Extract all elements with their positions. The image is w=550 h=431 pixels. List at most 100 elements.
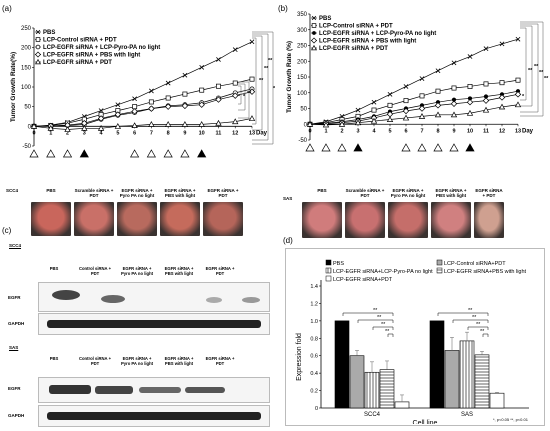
series-1 xyxy=(31,76,255,129)
series-line xyxy=(309,104,519,126)
panel-letter-b: (b) xyxy=(278,4,288,13)
data-point xyxy=(165,80,171,86)
series-line xyxy=(33,118,253,130)
sig-bracket xyxy=(252,31,274,145)
x-tick-label: 6 xyxy=(404,128,407,134)
data-point xyxy=(515,36,521,42)
significance-label: ** xyxy=(373,308,378,314)
data-point xyxy=(483,81,489,87)
bar xyxy=(474,354,490,409)
y-tick-label: 1.0 xyxy=(310,319,318,325)
treatment-triangle xyxy=(180,149,190,158)
y-tick-label: 350 xyxy=(297,12,308,18)
y-tick-label: 50 xyxy=(24,105,31,111)
x-tick-label: 3 xyxy=(356,128,359,134)
bar xyxy=(459,340,475,409)
tumor-photo: EGFR siRNA + Pyro PA no light xyxy=(117,188,157,236)
data-point xyxy=(306,120,314,127)
data-point xyxy=(387,102,393,108)
significance-label: * xyxy=(238,94,241,100)
data-point xyxy=(402,114,410,121)
legend-marker xyxy=(35,58,41,65)
y-axis-label: Tumor Growth Rate (%) xyxy=(286,41,293,113)
data-point xyxy=(114,111,122,118)
bar xyxy=(429,320,445,409)
sig-bracket xyxy=(252,37,257,125)
blot-lane-caption: EGFR siRNA + PBS with light xyxy=(164,266,194,276)
treatment-triangle xyxy=(29,149,39,158)
y-tick-label: 0 xyxy=(315,406,318,412)
x-tick-label: 0 xyxy=(308,128,311,134)
sig-bracket xyxy=(437,312,489,316)
blot-egfr-sas xyxy=(38,377,270,403)
data-point xyxy=(467,83,473,89)
x-tick-label: SCC4 xyxy=(364,412,381,418)
data-point xyxy=(467,96,473,101)
significance-label: ** xyxy=(264,66,269,72)
x-tick-label: 12 xyxy=(232,130,238,136)
data-point xyxy=(164,121,172,127)
data-point xyxy=(483,94,489,99)
data-point xyxy=(451,85,457,91)
data-point xyxy=(181,121,189,127)
data-point xyxy=(434,102,442,109)
sig-bracket xyxy=(238,83,246,111)
blot-gapdh-scc4 xyxy=(38,313,270,335)
significance-label: ** xyxy=(539,70,544,76)
series-line xyxy=(33,41,253,127)
data-point xyxy=(514,91,522,98)
data-point xyxy=(434,111,442,118)
y-tick-label: 150 xyxy=(21,65,32,71)
tumor-photo-image xyxy=(31,202,71,236)
blot-label-scc4: SCC4 xyxy=(9,243,22,248)
data-point xyxy=(499,80,505,86)
legend-marker xyxy=(311,23,317,28)
sig-bracket xyxy=(238,85,242,105)
sig-bracket xyxy=(238,81,250,119)
legend-marker xyxy=(311,15,317,21)
legend-entry: LCP-Control siRNA + PDT xyxy=(43,38,117,44)
significance-label: ** xyxy=(480,329,485,335)
sig-bracket xyxy=(357,319,394,323)
treatment-triangle xyxy=(353,143,363,152)
x-tick-label: 9 xyxy=(183,130,186,136)
y-tick-label: 250 xyxy=(21,26,32,32)
y-tick-label: 0.4 xyxy=(310,371,318,377)
data-point xyxy=(355,107,361,113)
data-point xyxy=(199,64,205,70)
x-tick-label: 11 xyxy=(216,130,222,136)
significance-label: ** xyxy=(377,315,382,321)
treatment-triangle xyxy=(305,143,315,152)
tumor-photo: EGFR siRNA + PBS with light xyxy=(160,188,200,236)
data-point xyxy=(419,93,425,99)
significance-label: ** xyxy=(385,329,390,335)
significance-label: ** xyxy=(247,91,252,97)
significance-label: * xyxy=(522,94,525,100)
legend-swatch xyxy=(325,275,332,282)
sig-bracket xyxy=(452,319,489,323)
series-3 xyxy=(30,88,256,130)
x-tick-label: 5 xyxy=(388,128,391,134)
data-point xyxy=(115,102,121,108)
treatment-triangle xyxy=(417,143,427,152)
x-tick-label: 10 xyxy=(199,130,205,136)
photo-cell-line-sas: SAS xyxy=(283,196,293,201)
bar xyxy=(444,350,460,409)
significance-label: ** xyxy=(544,76,549,82)
x-tick-label: 7 xyxy=(420,128,423,134)
blot-lane-caption: PBS xyxy=(49,266,59,271)
data-point xyxy=(215,96,222,103)
x-tick-label: 1 xyxy=(49,130,52,136)
y-tick-label: 0 xyxy=(304,122,308,128)
data-point xyxy=(232,80,238,86)
data-point xyxy=(371,99,377,105)
series-1 xyxy=(307,77,521,127)
legend-swatch xyxy=(436,267,443,274)
data-point xyxy=(131,122,138,128)
data-point xyxy=(181,102,189,110)
data-point xyxy=(249,39,255,45)
tumor-photo-image xyxy=(117,202,157,236)
legend-entry: LCP-EGFR siRNA+LCP-Pyro-PA no light xyxy=(333,269,433,275)
legend-entry: PBS xyxy=(43,30,55,36)
